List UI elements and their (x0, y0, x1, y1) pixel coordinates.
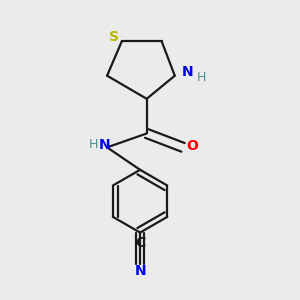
Text: N: N (99, 138, 111, 152)
Text: S: S (109, 30, 119, 44)
Text: H: H (89, 138, 98, 151)
Text: C: C (136, 236, 146, 250)
Text: N: N (182, 65, 193, 80)
Text: N: N (135, 264, 147, 278)
Text: H: H (196, 71, 206, 84)
Text: O: O (186, 140, 198, 153)
